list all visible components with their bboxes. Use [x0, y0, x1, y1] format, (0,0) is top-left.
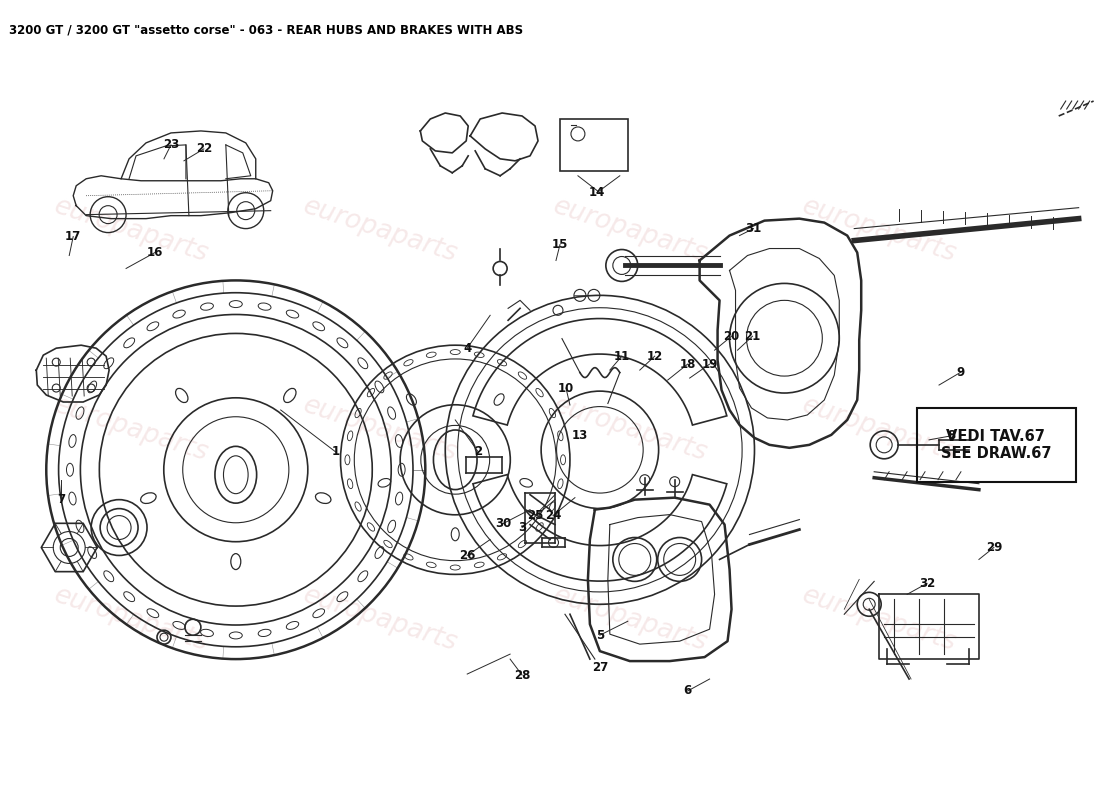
Text: 23: 23	[163, 138, 179, 151]
Text: 24: 24	[544, 509, 561, 522]
Text: 26: 26	[459, 549, 475, 562]
Text: 16: 16	[146, 246, 163, 259]
Text: 19: 19	[702, 358, 718, 370]
Text: 15: 15	[552, 238, 569, 251]
Text: 8: 8	[947, 430, 955, 442]
Text: 2: 2	[474, 446, 482, 458]
Text: europaparts: europaparts	[300, 393, 461, 467]
Text: 30: 30	[495, 517, 512, 530]
Text: 28: 28	[514, 669, 530, 682]
Text: 27: 27	[592, 661, 608, 674]
Text: europaparts: europaparts	[549, 393, 711, 467]
Text: europaparts: europaparts	[300, 582, 461, 657]
Text: europaparts: europaparts	[300, 194, 461, 268]
Text: 5: 5	[596, 629, 604, 642]
Text: europaparts: europaparts	[51, 194, 211, 268]
Text: 29: 29	[986, 541, 1002, 554]
Text: 31: 31	[746, 222, 761, 235]
Text: europaparts: europaparts	[799, 582, 959, 657]
Text: 6: 6	[683, 685, 692, 698]
Text: 9: 9	[957, 366, 965, 378]
Text: europaparts: europaparts	[799, 393, 959, 467]
Text: 17: 17	[65, 230, 81, 243]
Text: 7: 7	[57, 493, 65, 506]
Text: 11: 11	[614, 350, 630, 362]
Text: europaparts: europaparts	[799, 194, 959, 268]
Text: 13: 13	[572, 430, 588, 442]
Text: 32: 32	[918, 577, 935, 590]
Text: 21: 21	[745, 330, 760, 342]
Text: europaparts: europaparts	[51, 393, 211, 467]
Text: europaparts: europaparts	[51, 582, 211, 657]
Text: 22: 22	[196, 142, 212, 155]
Text: europaparts: europaparts	[549, 194, 711, 268]
Text: 20: 20	[724, 330, 739, 342]
Text: 12: 12	[647, 350, 663, 362]
Text: 3: 3	[518, 521, 526, 534]
Text: 3200 GT / 3200 GT "assetto corse" - 063 - REAR HUBS AND BRAKES WITH ABS: 3200 GT / 3200 GT "assetto corse" - 063 …	[10, 23, 524, 36]
Text: 14: 14	[588, 186, 605, 199]
Text: VEDI TAV.67
SEE DRAW.67: VEDI TAV.67 SEE DRAW.67	[940, 429, 1052, 461]
Text: 25: 25	[527, 509, 543, 522]
Text: 18: 18	[680, 358, 696, 370]
Text: 1: 1	[331, 446, 340, 458]
Text: 4: 4	[463, 342, 471, 354]
Text: europaparts: europaparts	[549, 582, 711, 657]
Text: 10: 10	[558, 382, 574, 394]
